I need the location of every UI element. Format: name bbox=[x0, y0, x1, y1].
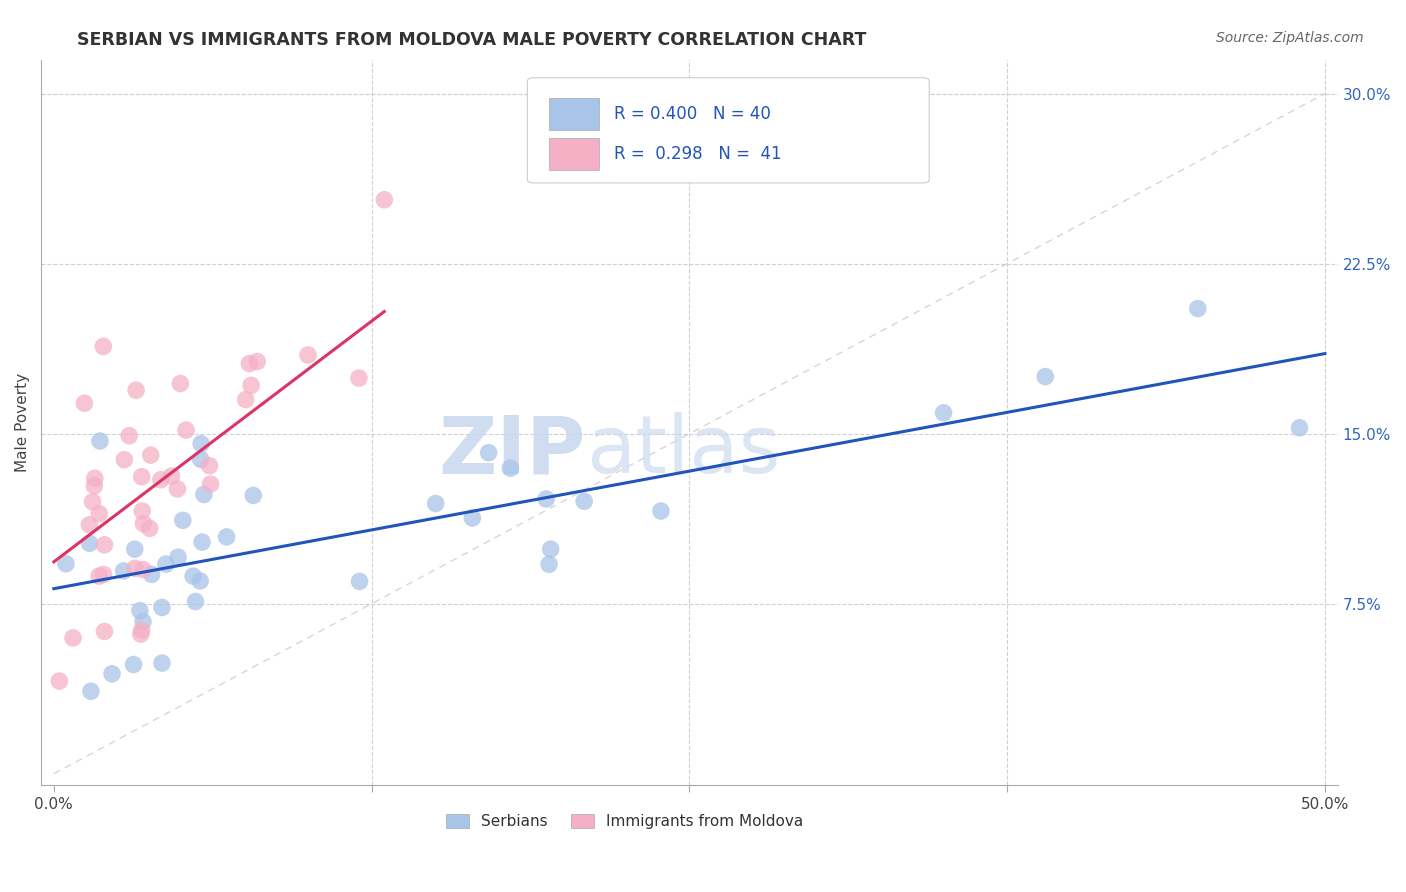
Point bbox=[1288, 421, 1310, 435]
FancyBboxPatch shape bbox=[550, 98, 599, 130]
Point bbox=[540, 542, 562, 557]
Point bbox=[87, 569, 110, 583]
Point bbox=[93, 624, 115, 639]
Point bbox=[48, 674, 70, 689]
Point bbox=[191, 535, 214, 549]
FancyBboxPatch shape bbox=[550, 137, 599, 170]
Point bbox=[198, 458, 221, 473]
Point bbox=[238, 357, 260, 371]
Point bbox=[83, 471, 105, 485]
Point bbox=[499, 461, 522, 475]
Point bbox=[190, 452, 212, 467]
Point bbox=[193, 487, 215, 501]
Point bbox=[246, 354, 269, 368]
Point bbox=[132, 516, 155, 531]
Point bbox=[174, 423, 197, 437]
Point bbox=[101, 666, 124, 681]
Point bbox=[150, 600, 173, 615]
Point bbox=[149, 473, 172, 487]
Text: Source: ZipAtlas.com: Source: ZipAtlas.com bbox=[1216, 31, 1364, 45]
Point bbox=[112, 564, 135, 578]
Legend: Serbians, Immigrants from Moldova: Serbians, Immigrants from Moldova bbox=[440, 808, 810, 836]
Point bbox=[55, 557, 77, 571]
Point bbox=[80, 684, 103, 698]
Point bbox=[155, 557, 177, 571]
Point bbox=[124, 561, 146, 575]
Point bbox=[167, 550, 190, 565]
Point bbox=[82, 495, 104, 509]
Point bbox=[138, 521, 160, 535]
Point bbox=[129, 627, 152, 641]
Point bbox=[122, 657, 145, 672]
Point bbox=[166, 482, 188, 496]
Text: R = 0.400   N = 40: R = 0.400 N = 40 bbox=[614, 105, 770, 123]
Point bbox=[89, 507, 111, 521]
Point bbox=[349, 574, 371, 589]
Point bbox=[93, 567, 115, 582]
Point bbox=[537, 558, 560, 572]
Point bbox=[160, 469, 183, 483]
Point bbox=[112, 452, 135, 467]
Point bbox=[124, 542, 146, 557]
Point bbox=[125, 384, 148, 398]
Point bbox=[572, 494, 595, 508]
Point bbox=[373, 193, 395, 207]
Point bbox=[188, 574, 211, 588]
Point bbox=[118, 428, 141, 442]
Point bbox=[150, 656, 173, 670]
Text: SERBIAN VS IMMIGRANTS FROM MOLDOVA MALE POVERTY CORRELATION CHART: SERBIAN VS IMMIGRANTS FROM MOLDOVA MALE … bbox=[77, 31, 866, 49]
Point bbox=[79, 517, 101, 532]
Point bbox=[181, 569, 204, 583]
Point bbox=[91, 339, 114, 353]
Point bbox=[347, 371, 370, 385]
Point bbox=[132, 615, 155, 629]
Point bbox=[190, 436, 212, 450]
Text: R =  0.298   N =  41: R = 0.298 N = 41 bbox=[614, 145, 782, 163]
Point bbox=[131, 469, 153, 483]
Point bbox=[235, 392, 257, 407]
Point bbox=[79, 536, 101, 550]
Point bbox=[131, 504, 153, 518]
Point bbox=[240, 378, 263, 392]
Point bbox=[932, 406, 955, 420]
Point bbox=[131, 623, 153, 637]
Point bbox=[297, 348, 319, 362]
Point bbox=[602, 98, 624, 112]
Point bbox=[200, 477, 222, 491]
Point bbox=[425, 497, 447, 511]
Point bbox=[93, 538, 115, 552]
Point bbox=[172, 513, 194, 527]
Point bbox=[242, 488, 264, 502]
Text: atlas: atlas bbox=[586, 412, 780, 491]
Point bbox=[89, 434, 111, 448]
Point bbox=[755, 98, 778, 112]
Point bbox=[141, 567, 163, 582]
Point bbox=[139, 448, 162, 462]
Point bbox=[534, 491, 557, 506]
Point bbox=[1187, 301, 1209, 316]
Point bbox=[128, 604, 150, 618]
Point bbox=[478, 445, 501, 459]
FancyBboxPatch shape bbox=[527, 78, 929, 183]
Point bbox=[83, 479, 105, 493]
Point bbox=[650, 504, 672, 518]
Text: ZIP: ZIP bbox=[439, 412, 586, 491]
Point bbox=[184, 594, 207, 608]
Point bbox=[132, 562, 155, 576]
Point bbox=[1033, 369, 1056, 384]
Point bbox=[73, 396, 96, 410]
Point bbox=[215, 530, 238, 544]
Point bbox=[461, 511, 484, 525]
Point bbox=[169, 376, 191, 391]
Y-axis label: Male Poverty: Male Poverty bbox=[15, 373, 30, 472]
Point bbox=[62, 631, 84, 645]
